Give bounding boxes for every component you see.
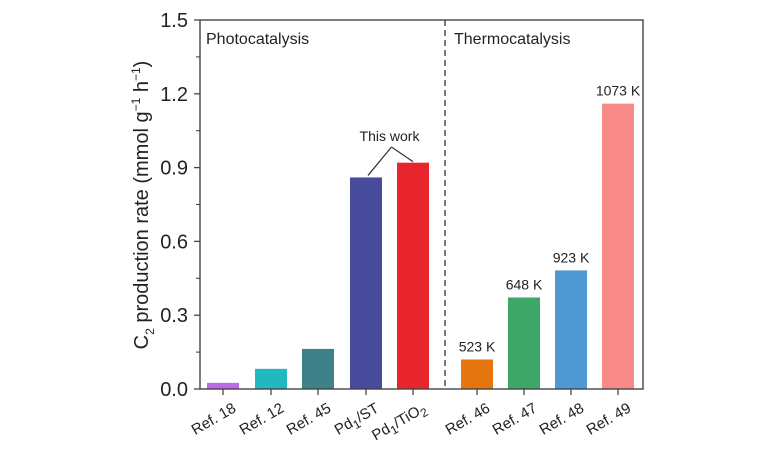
bar-pd1-st <box>350 177 382 389</box>
y-tick-label: 0.6 <box>160 231 188 253</box>
annotation-pointer-line <box>391 146 414 163</box>
bar-ref-48 <box>555 270 587 389</box>
x-tick-label-ref-49: Ref. 49 <box>584 400 634 439</box>
bar-ref-47 <box>508 297 540 389</box>
x-tick-label-ref-46: Ref. 46 <box>443 400 493 439</box>
data-label-ref-47: 648 K <box>506 276 543 292</box>
x-tick-label-pd1-tio2: Pd1/TiO2 <box>369 400 431 447</box>
data-label-ref-48: 923 K <box>553 249 590 265</box>
this-work-annotation: This work <box>360 128 421 176</box>
y-tick-label: 0.3 <box>160 305 188 327</box>
y-tick-label: 0.0 <box>160 379 188 401</box>
bar-data-labels: 523 K 648 K 923 K 1073 K <box>459 83 641 355</box>
y-axis-title: C2 production rate (mmol g−1 h−1) <box>129 61 157 350</box>
bar-ref-45 <box>302 348 334 389</box>
region-label-thermocatalysis: Thermocatalysis <box>454 31 570 48</box>
x-tick-label-ref-18: Ref. 18 <box>189 400 239 439</box>
y-axis-ticks <box>194 19 200 390</box>
region-label-photocatalysis: Photocatalysis <box>206 31 309 48</box>
data-label-ref-46: 523 K <box>459 338 496 354</box>
x-tick-label-ref-47: Ref. 47 <box>490 400 540 439</box>
x-tick-label-ref-45: Ref. 45 <box>284 400 334 439</box>
bars-group <box>207 103 634 389</box>
bar-ref-12 <box>255 368 287 389</box>
x-tick-label-ref-48: Ref. 48 <box>537 400 587 439</box>
x-axis-ticks <box>222 389 619 395</box>
bar-pd1-tio2 <box>397 162 429 389</box>
bar-ref-18 <box>207 382 239 389</box>
y-tick-label: 0.9 <box>160 158 188 180</box>
y-tick-label: 1.5 <box>160 10 188 32</box>
x-tick-label-ref-12: Ref. 12 <box>237 400 287 439</box>
bar-ref-49 <box>602 103 634 389</box>
data-label-ref-49: 1073 K <box>596 83 641 99</box>
y-tick-label: 1.2 <box>160 84 188 106</box>
bar-ref-46 <box>461 359 493 389</box>
annotation-text: This work <box>360 128 421 144</box>
y-axis-tick-labels: 0.0 0.3 0.6 0.9 1.2 1.5 <box>160 10 188 401</box>
region-labels: Photocatalysis Thermocatalysis <box>206 31 570 48</box>
annotation-pointer-line <box>367 146 392 176</box>
